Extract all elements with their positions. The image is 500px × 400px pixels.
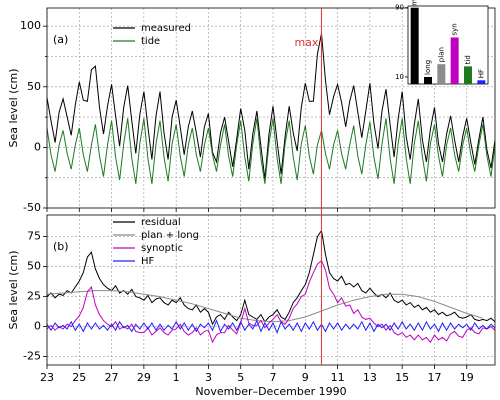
legend-label: HF [141,256,155,267]
panel-label: (b) [53,240,69,253]
bar-label: HF [477,69,485,78]
bar [477,80,486,84]
y-tick-label: -50 [23,201,41,214]
y-tick-label: 25 [27,290,41,303]
inset-bg [407,5,489,85]
series-line [47,33,495,179]
x-tick-label: 5 [237,371,244,384]
inset-y-tick-label: 90 [395,4,404,12]
bar [450,37,459,84]
y-tick-label: 50 [27,260,41,273]
panel-label: (a) [53,33,68,46]
x-tick-label: 27 [105,371,119,384]
axes-frame [46,7,496,209]
x-tick-label: 7 [270,371,277,384]
bar [437,64,446,84]
y-axis-label: Sea level (cm) [7,69,20,148]
max-annotation: max [294,36,318,49]
legend-label: measured [141,23,191,34]
series-line [47,118,495,184]
inset-y-tick-label: 10 [395,73,404,81]
x-tick-label: 17 [427,371,441,384]
legend-label: synoptic [141,243,183,254]
bar [410,7,419,85]
bar-label: plan [437,47,445,62]
x-tick-label: 13 [363,371,377,384]
y-tick-label: 50 [27,80,41,93]
axes-frame [46,214,496,366]
x-tick-label: 19 [460,371,474,384]
x-tick-label: 25 [72,371,86,384]
legend-label: residual [141,217,181,228]
y-tick-label: 0 [34,320,41,333]
x-tick-label: 11 [331,371,345,384]
y-tick-label: -25 [23,350,41,363]
x-tick-label: 29 [137,371,151,384]
bar-label: syn [451,23,459,35]
y-tick-label: 100 [20,19,41,32]
series-line [47,319,495,334]
bar [464,66,472,84]
legend-label: tide [141,36,160,47]
y-tick-label: 0 [34,140,41,153]
y-axis-label: Sea level (cm) [7,251,20,330]
legend-label: plan + long [141,230,199,241]
bar [424,76,432,84]
x-tick-label: 23 [40,371,54,384]
x-axis-label: November–December 1990 [195,385,346,398]
y-tick-label: 75 [27,230,41,243]
x-tick-label: 9 [302,371,309,384]
bar-label: meas [411,0,419,6]
series-line [47,259,495,344]
series-line [47,229,495,326]
bar-label: tid [464,55,472,64]
x-tick-label: 3 [205,371,212,384]
x-tick-label: 15 [395,371,409,384]
series-line [47,290,484,323]
x-tick-label: 1 [173,371,180,384]
bar-label: long [424,60,432,75]
